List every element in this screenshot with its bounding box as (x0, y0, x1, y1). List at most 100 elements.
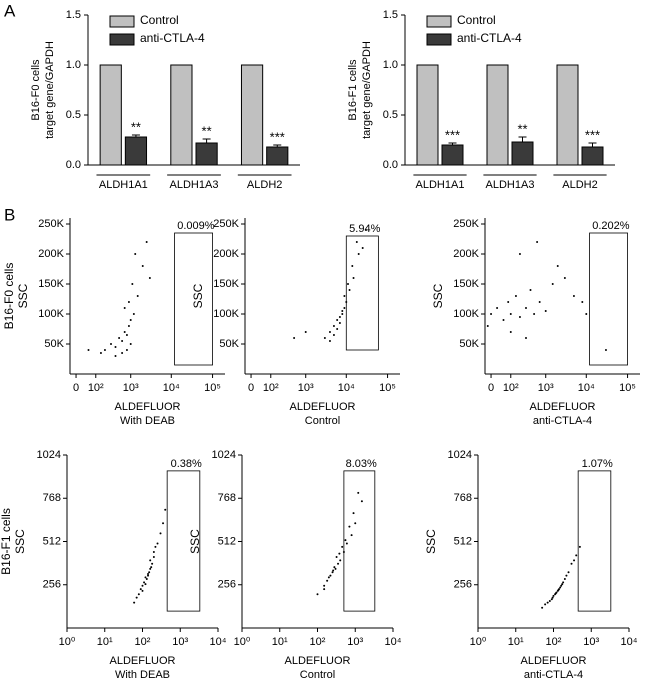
y-tick-label: 768 (43, 492, 61, 504)
x-tick-label: 10⁵ (204, 382, 221, 394)
x-tick-label: 10⁴ (621, 636, 638, 648)
gate (166, 470, 201, 612)
point (141, 589, 144, 592)
point (143, 581, 146, 584)
point (145, 578, 148, 581)
significance: ** (517, 121, 527, 136)
point (121, 340, 124, 342)
y-tick-label: 1024 (448, 449, 472, 461)
point (348, 525, 351, 528)
significance: ** (131, 119, 141, 134)
x-tick-label: 10³ (123, 382, 139, 394)
point (123, 331, 126, 333)
y-tick-label: 200K (38, 248, 64, 260)
point (144, 583, 147, 586)
point (134, 253, 137, 255)
point (561, 583, 564, 586)
point (360, 500, 363, 503)
x-axis-label: With DEAB (115, 669, 170, 681)
point (131, 283, 134, 285)
gate (174, 232, 213, 366)
point (544, 310, 547, 312)
point (567, 571, 570, 574)
x-tick-label: 10² (546, 636, 562, 648)
point (332, 569, 335, 572)
x-tick-label: 10³ (347, 636, 363, 648)
x-tick-label: 10² (263, 382, 279, 394)
bar (486, 64, 509, 166)
point (548, 599, 551, 602)
x-axis-label: ALDEFLUOR (520, 655, 586, 667)
y-axis-label: target gene/GAPDH (361, 41, 373, 139)
point (333, 566, 336, 569)
gate-label: 0.38% (171, 458, 202, 470)
x-tick-label: 10² (135, 636, 151, 648)
point (572, 295, 575, 297)
bar (99, 64, 122, 166)
point (148, 571, 151, 574)
row-label: B16-F1 cells (0, 508, 13, 575)
gate (345, 235, 379, 351)
point (152, 550, 155, 553)
point (346, 283, 349, 285)
x-tick-label: 10³ (298, 382, 314, 394)
x-tick-label: 10⁵ (619, 382, 636, 394)
point (546, 601, 549, 604)
point (151, 562, 154, 565)
x-tick-label: 0 (488, 382, 494, 394)
point (335, 556, 338, 559)
x-axis-label: ALDEFLUOR (289, 401, 355, 413)
x-tick-label: 10¹ (272, 636, 288, 648)
point (354, 522, 357, 525)
x-tick-label: ALDH2 (562, 179, 597, 191)
legend-swatch (109, 33, 135, 46)
legend-label: Control (457, 13, 496, 27)
y-tick-label: 1.0 (383, 59, 398, 71)
point (585, 313, 588, 315)
y-tick-label: 250K (38, 218, 64, 230)
legend-label: anti-CTLA-4 (457, 31, 522, 45)
point (331, 571, 334, 574)
point (361, 247, 364, 249)
point (338, 322, 341, 324)
point (293, 337, 296, 339)
point (343, 295, 346, 297)
point (332, 334, 335, 336)
significance: *** (585, 127, 600, 142)
point (352, 277, 355, 279)
point (326, 579, 329, 582)
point (350, 534, 353, 537)
point (541, 606, 544, 609)
point (559, 586, 562, 589)
x-tick-label: 10⁴ (385, 636, 402, 648)
y-axis-label: SSC (431, 283, 445, 308)
point (323, 337, 326, 339)
point (529, 289, 532, 291)
point (334, 567, 337, 570)
y-tick-label: 50K (459, 338, 479, 350)
x-tick-label: ALDH1A1 (416, 179, 465, 191)
bar (266, 146, 289, 166)
point (338, 316, 341, 318)
point (133, 601, 136, 604)
point (336, 328, 339, 330)
point (103, 349, 106, 351)
x-tick-label: 10⁵ (379, 382, 396, 394)
y-tick-label: 256 (218, 579, 236, 591)
y-axis-label: B16-F0 cells (30, 59, 42, 121)
x-tick-label: 10⁴ (578, 382, 595, 394)
point (336, 319, 339, 321)
y-tick-label: 512 (43, 535, 61, 547)
point (304, 331, 307, 333)
point (125, 349, 128, 351)
y-tick-label: 768 (454, 492, 472, 504)
x-tick-label: ALDH2 (247, 179, 282, 191)
point (343, 307, 346, 309)
x-tick-label: ALDH1A1 (99, 179, 148, 191)
y-tick-label: 0.0 (66, 159, 81, 171)
gate (589, 232, 628, 366)
x-tick-label: 10² (503, 382, 519, 394)
x-axis-label: ALDEFLUOR (529, 401, 595, 413)
point (355, 241, 358, 243)
x-axis-label: anti-CTLA-4 (533, 415, 592, 427)
